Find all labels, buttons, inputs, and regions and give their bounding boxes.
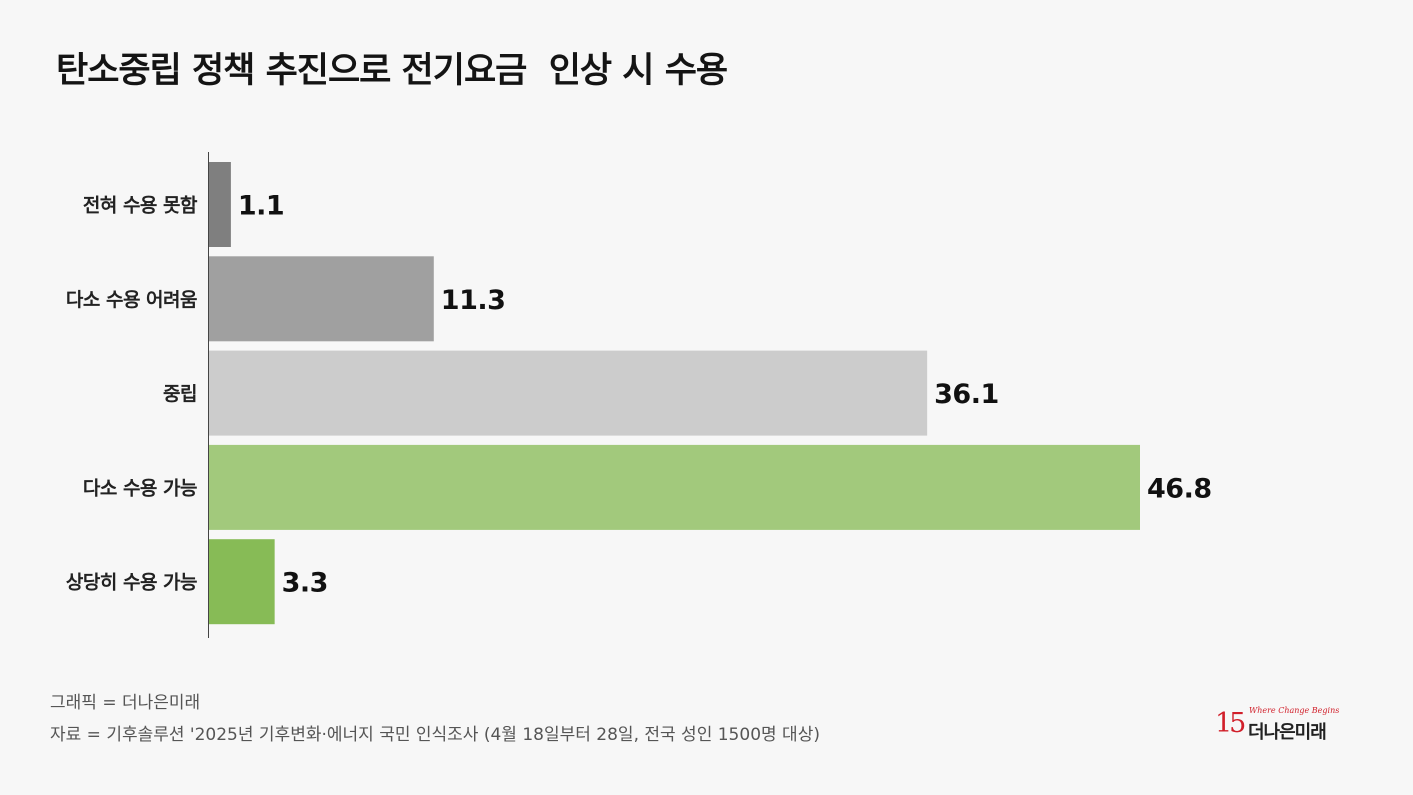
bar-4 bbox=[209, 444, 1140, 530]
category-label-2: 다소 수용 어려움 bbox=[66, 289, 197, 311]
value-labels-group: 1.1 11.3 36.1 46.8 3.3 bbox=[238, 191, 1212, 599]
value-label-2: 11.3 bbox=[441, 285, 506, 316]
bar-1 bbox=[209, 162, 231, 247]
logo-number: 15 bbox=[1215, 708, 1246, 739]
value-label-5: 3.3 bbox=[282, 568, 328, 599]
logo-name: 더나은미래 bbox=[1248, 722, 1327, 743]
category-label-3: 중립 bbox=[163, 383, 197, 405]
logo: 15 Where Change Begins 더나은미래 bbox=[1215, 706, 1345, 746]
category-label-1: 전혀 수용 못함 bbox=[83, 195, 198, 217]
graphic-credit: 그래픽 = 더나은미래 bbox=[50, 693, 201, 713]
value-label-3: 36.1 bbox=[934, 379, 999, 410]
category-label-4: 다소 수용 가능 bbox=[83, 477, 197, 499]
category-label-5: 상당히 수용 가능 bbox=[66, 572, 197, 594]
bar-5 bbox=[209, 539, 275, 625]
bar-2 bbox=[209, 256, 434, 342]
source-credit: 자료 = 기후솔루션 '2025년 기후변화·에너지 국민 인식조사 (4월 1… bbox=[50, 725, 820, 745]
chart-title: 탄소중립 정책 추진으로 전기요금 인상 시 수용 bbox=[56, 51, 728, 91]
value-label-4: 46.8 bbox=[1147, 473, 1212, 504]
value-label-1: 1.1 bbox=[238, 191, 284, 222]
bar-3 bbox=[209, 350, 928, 436]
bars-group bbox=[209, 162, 1140, 625]
logo-tagline: Where Change Begins bbox=[1249, 706, 1340, 715]
